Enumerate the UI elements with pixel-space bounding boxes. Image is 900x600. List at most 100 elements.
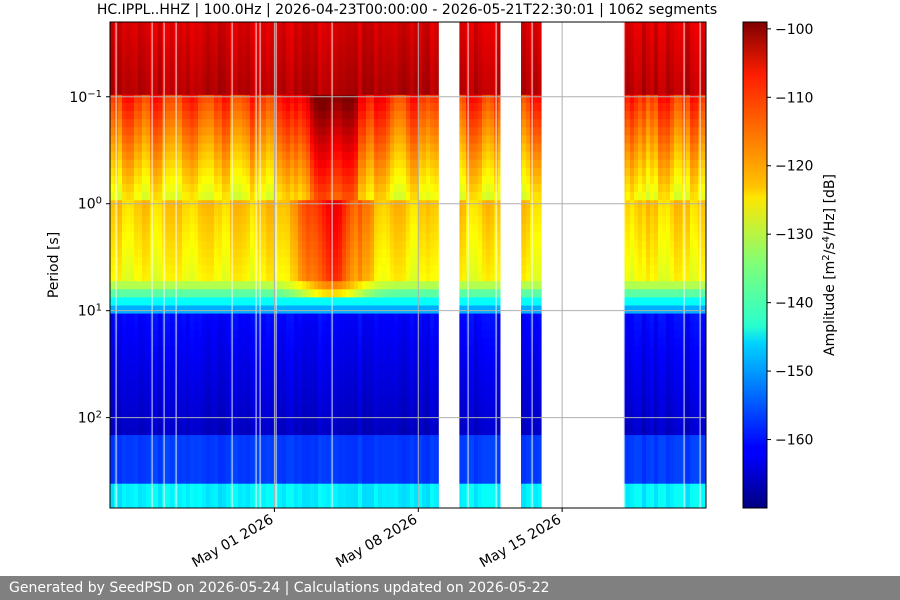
heatmap-cell: [306, 208, 311, 217]
heatmap-cell: [434, 38, 439, 47]
heatmap-cell: [270, 159, 275, 169]
heatmap-cell: [326, 240, 331, 250]
heatmap-cell: [178, 103, 183, 112]
heatmap-cell: [190, 184, 195, 193]
heatmap-cell: [394, 402, 399, 412]
heatmap-cell: [418, 30, 423, 39]
heatmap-cell: [306, 305, 311, 314]
heatmap-cell: [390, 22, 395, 31]
heatmap-cell: [234, 418, 239, 428]
heatmap-cell: [378, 22, 383, 31]
heatmap-cell: [178, 499, 183, 508]
heatmap-cell: [302, 483, 307, 493]
heatmap-cell: [358, 119, 363, 128]
heatmap-cell: [142, 273, 147, 282]
heatmap-cell: [338, 232, 343, 242]
heatmap-cell: [378, 435, 383, 444]
heatmap-cell: [398, 256, 403, 266]
heatmap-cell: [402, 119, 407, 128]
heatmap-cell: [126, 232, 131, 242]
heatmap-cell: [266, 46, 271, 55]
heatmap-cell: [398, 289, 403, 298]
heatmap-cell: [226, 394, 231, 404]
heatmap-cell: [390, 297, 395, 306]
heatmap-cell: [286, 313, 291, 323]
heatmap-cell: [422, 305, 427, 314]
heatmap-cell: [170, 354, 175, 363]
heatmap-cell: [126, 167, 131, 177]
heatmap-cell: [430, 135, 435, 144]
heatmap-cell: [122, 483, 127, 493]
heatmap-cell: [242, 289, 247, 298]
heatmap-cell: [422, 200, 427, 209]
heatmap-cell: [406, 467, 411, 476]
heatmap-cell: [350, 184, 355, 193]
heatmap-cell: [358, 256, 363, 266]
heatmap-cell: [386, 354, 391, 363]
heatmap-cell: [358, 313, 363, 323]
heatmap-cell: [282, 192, 287, 201]
heatmap-cell: [382, 435, 387, 444]
heatmap-cell: [146, 192, 151, 201]
heatmap-cell: [178, 192, 183, 201]
heatmap-cell: [190, 402, 195, 412]
heatmap-cell: [266, 86, 271, 96]
heatmap-cell: [354, 135, 359, 144]
heatmap-cell: [122, 370, 127, 379]
heatmap-cell: [430, 378, 435, 387]
heatmap-cell: [202, 313, 207, 323]
heatmap-cell: [298, 378, 303, 387]
heatmap-cell: [186, 22, 191, 31]
heatmap-cell: [234, 451, 239, 460]
heatmap-cell: [314, 451, 319, 460]
heatmap-cell: [382, 248, 387, 258]
heatmap-cell: [370, 467, 375, 476]
heatmap-cell: [314, 94, 319, 104]
heatmap-cell: [270, 151, 275, 161]
heatmap-cell: [154, 151, 159, 161]
heatmap-cell: [170, 499, 175, 508]
heatmap-cell: [354, 184, 359, 193]
heatmap-cell: [126, 86, 131, 96]
heatmap-cell: [158, 192, 163, 201]
heatmap-cell: [378, 78, 383, 88]
heatmap-cell: [426, 54, 431, 63]
heatmap-cell: [342, 167, 347, 177]
heatmap-cell: [346, 451, 351, 460]
heatmap-cell: [290, 143, 295, 152]
heatmap-cell: [210, 435, 215, 444]
heatmap-cell: [286, 38, 291, 47]
heatmap-cell: [110, 119, 115, 128]
heatmap-cell: [270, 418, 275, 428]
heatmap-cell: [350, 313, 355, 323]
heatmap-cell: [430, 459, 435, 468]
heatmap-cell: [226, 216, 231, 225]
heatmap-cell: [186, 232, 191, 242]
heatmap-cell: [394, 435, 399, 444]
heatmap-cell: [202, 281, 207, 290]
heatmap-cell: [394, 216, 399, 225]
heatmap-cell: [182, 240, 187, 250]
heatmap-cell: [234, 386, 239, 395]
heatmap-cell: [166, 119, 171, 128]
heatmap-cell: [126, 402, 131, 412]
heatmap-cell: [250, 346, 255, 355]
heatmap-cell: [334, 30, 339, 39]
heatmap-cell: [134, 410, 139, 420]
heatmap-cell: [278, 273, 283, 282]
heatmap-cell: [354, 62, 359, 71]
heatmap-cell: [378, 224, 383, 233]
heatmap-cell: [210, 103, 215, 112]
heatmap-cell: [414, 451, 419, 460]
heatmap-cell: [386, 418, 391, 428]
heatmap-cell: [322, 159, 327, 169]
heatmap-cell: [406, 30, 411, 39]
heatmap-cell: [382, 402, 387, 412]
heatmap-cell: [346, 329, 351, 339]
heatmap-cell: [146, 184, 151, 193]
heatmap-cell: [350, 46, 355, 55]
heatmap-cell: [314, 273, 319, 282]
heatmap-cell: [198, 346, 203, 355]
heatmap-cell: [386, 216, 391, 225]
heatmap-cell: [118, 208, 123, 217]
